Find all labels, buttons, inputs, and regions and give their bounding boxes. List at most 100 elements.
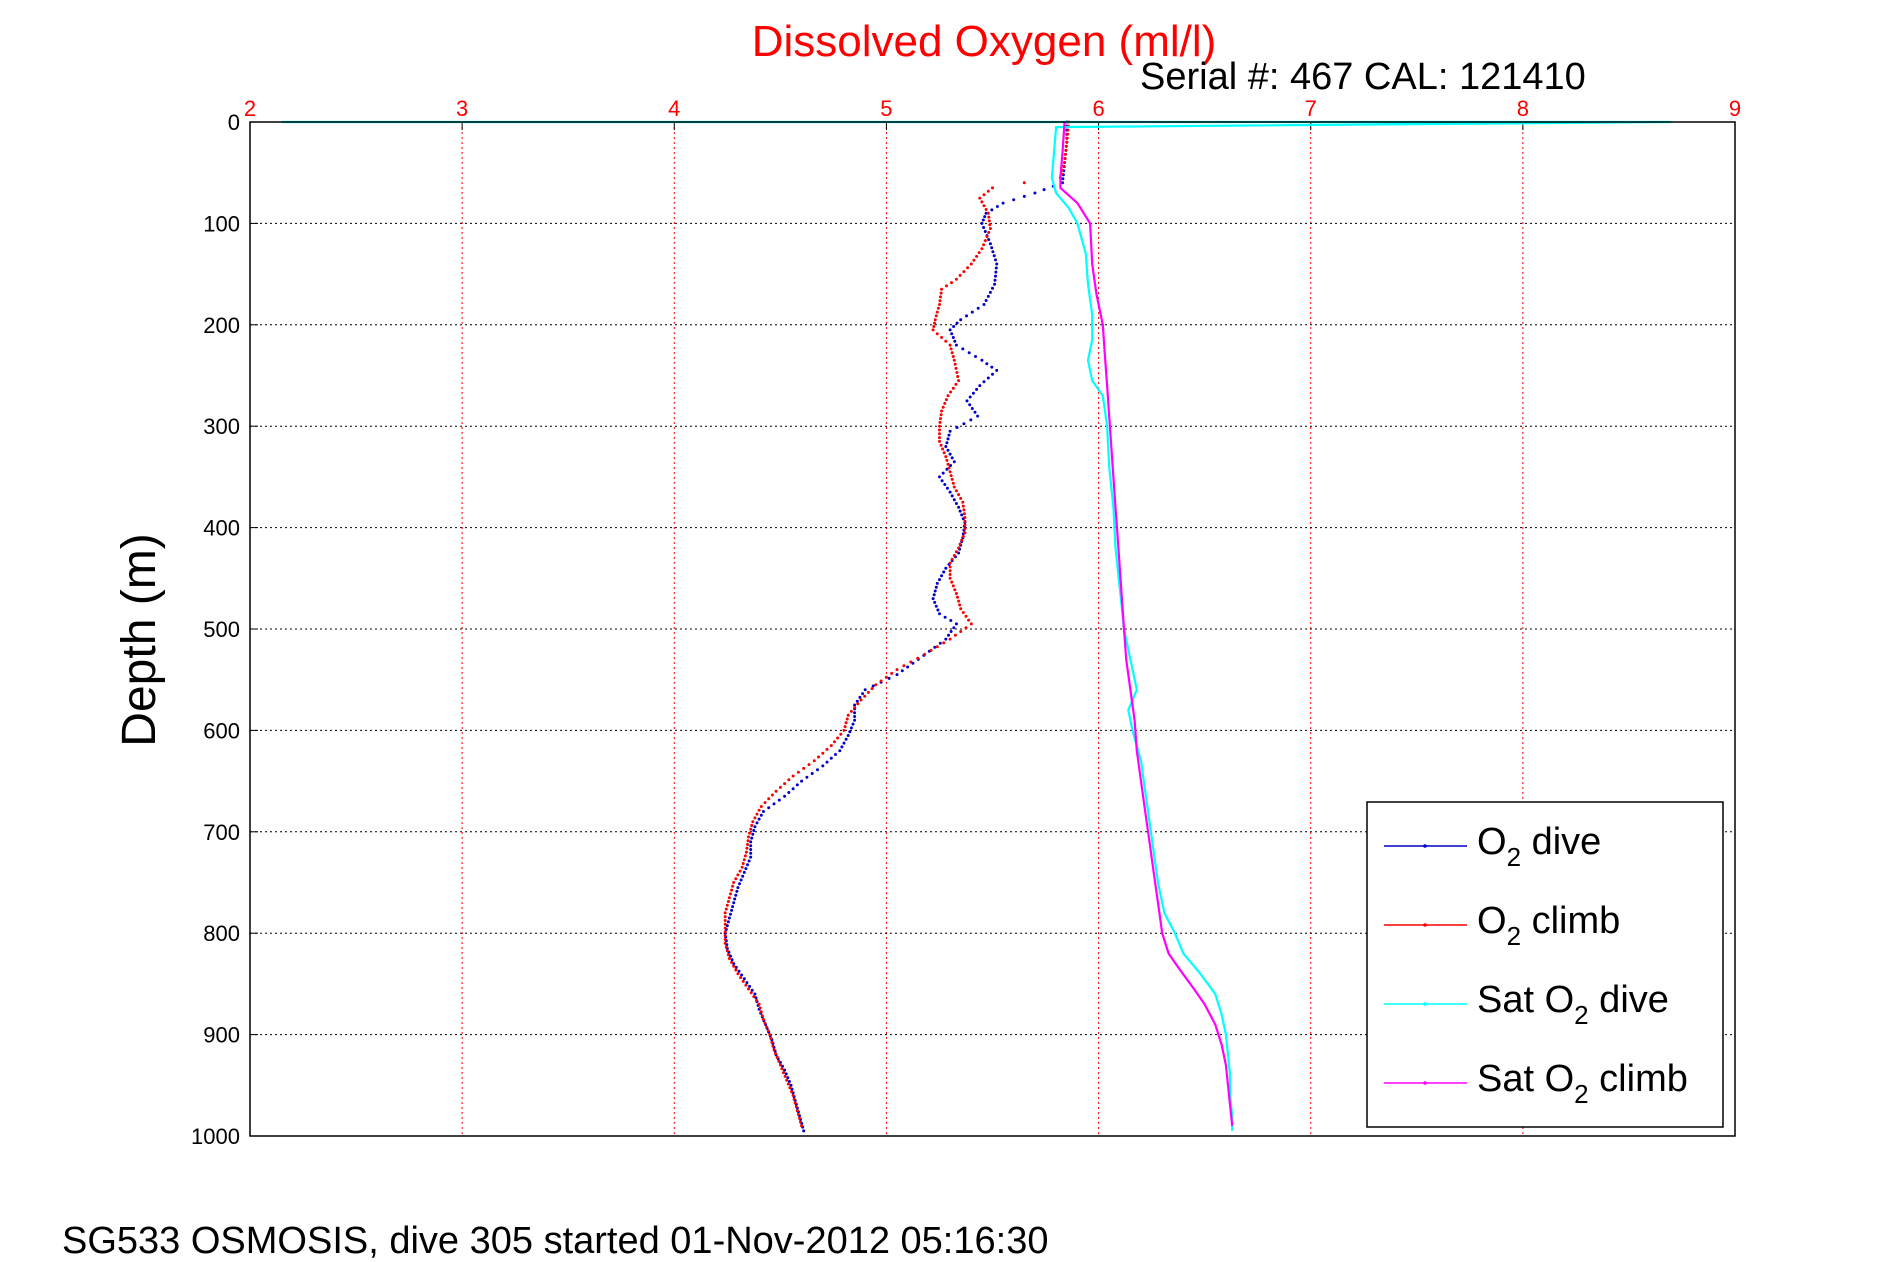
data-point [990,208,994,212]
data-point [853,706,857,710]
data-point [966,266,970,270]
data-point [777,1059,781,1063]
data-point [791,787,795,791]
data-point [805,775,809,779]
data-point [934,604,938,608]
data-point [842,741,846,745]
data-point [855,699,859,703]
data-point [772,1048,776,1052]
data-point [795,1109,799,1113]
data-point [941,447,945,451]
data-point [842,728,846,732]
data-point [993,278,997,282]
data-point [730,908,734,912]
data-point [949,347,953,351]
data-point [838,749,842,753]
data-point [950,332,954,336]
data-point [965,399,969,403]
data-point [938,578,941,582]
data-point [747,859,751,863]
data-point [723,911,727,915]
y-tick-label: 100 [203,211,240,236]
data-point [952,485,956,489]
data-point [787,778,791,782]
data-point [951,386,955,390]
data-point [958,542,962,546]
data-point [853,703,857,707]
data-point [954,366,958,370]
legend-label-rest: climb [1589,1058,1688,1100]
data-point [950,351,954,355]
data-point [951,355,955,358]
data-point [950,456,954,460]
data-point [943,401,947,405]
data-point [782,1071,785,1075]
data-point [953,339,957,343]
data-point [817,755,820,759]
data-point [940,336,944,339]
data-point [986,189,990,193]
data-point [788,1086,792,1090]
data-point [879,679,883,683]
data-point [938,424,941,428]
data-point [861,692,865,696]
data-point [723,919,727,922]
data-point [1063,157,1067,160]
data-point [743,854,747,858]
data-point [738,869,742,873]
data-point [751,820,755,824]
data-point [952,626,956,630]
data-point [991,372,994,376]
data-point [833,740,836,744]
data-point [974,355,977,358]
data-point [731,905,735,909]
data-point [783,1068,787,1072]
data-point [938,641,942,645]
legend-marker [1423,923,1427,927]
data-point [957,505,961,509]
data-point [742,858,746,862]
data-point [1066,132,1070,136]
data-point [780,1067,784,1071]
data-point [783,794,787,798]
data-point [933,600,937,604]
data-point [994,274,997,278]
data-point [954,622,958,626]
data-point [947,466,951,470]
data-point [948,576,952,580]
data-point [976,414,980,418]
data-point [866,690,870,694]
data-point [745,846,749,850]
data-point [941,471,945,475]
data-point [965,314,968,318]
data-point [739,878,743,882]
data-point [954,382,958,386]
data-point [962,270,966,274]
data-point [942,641,946,645]
data-point [853,718,857,722]
data-point [734,968,738,972]
data-point [991,250,995,254]
data-point [848,730,852,734]
data-point [763,801,767,805]
data-point [954,550,958,554]
legend-marker [1423,844,1427,848]
data-point [938,303,941,306]
data-point [963,519,967,523]
data-point [951,584,955,588]
data-point [950,494,954,498]
data-point [942,451,946,455]
data-point [944,398,948,402]
data-point [942,570,946,574]
data-point [745,981,749,985]
data-point [969,262,973,266]
data-point [741,874,745,878]
data-point [940,287,944,291]
data-point [986,294,990,298]
data-point [932,593,936,597]
data-point [984,211,988,215]
data-point [957,599,961,603]
y-tick-label: 400 [203,516,240,541]
data-point [977,251,981,255]
data-point [963,523,967,527]
